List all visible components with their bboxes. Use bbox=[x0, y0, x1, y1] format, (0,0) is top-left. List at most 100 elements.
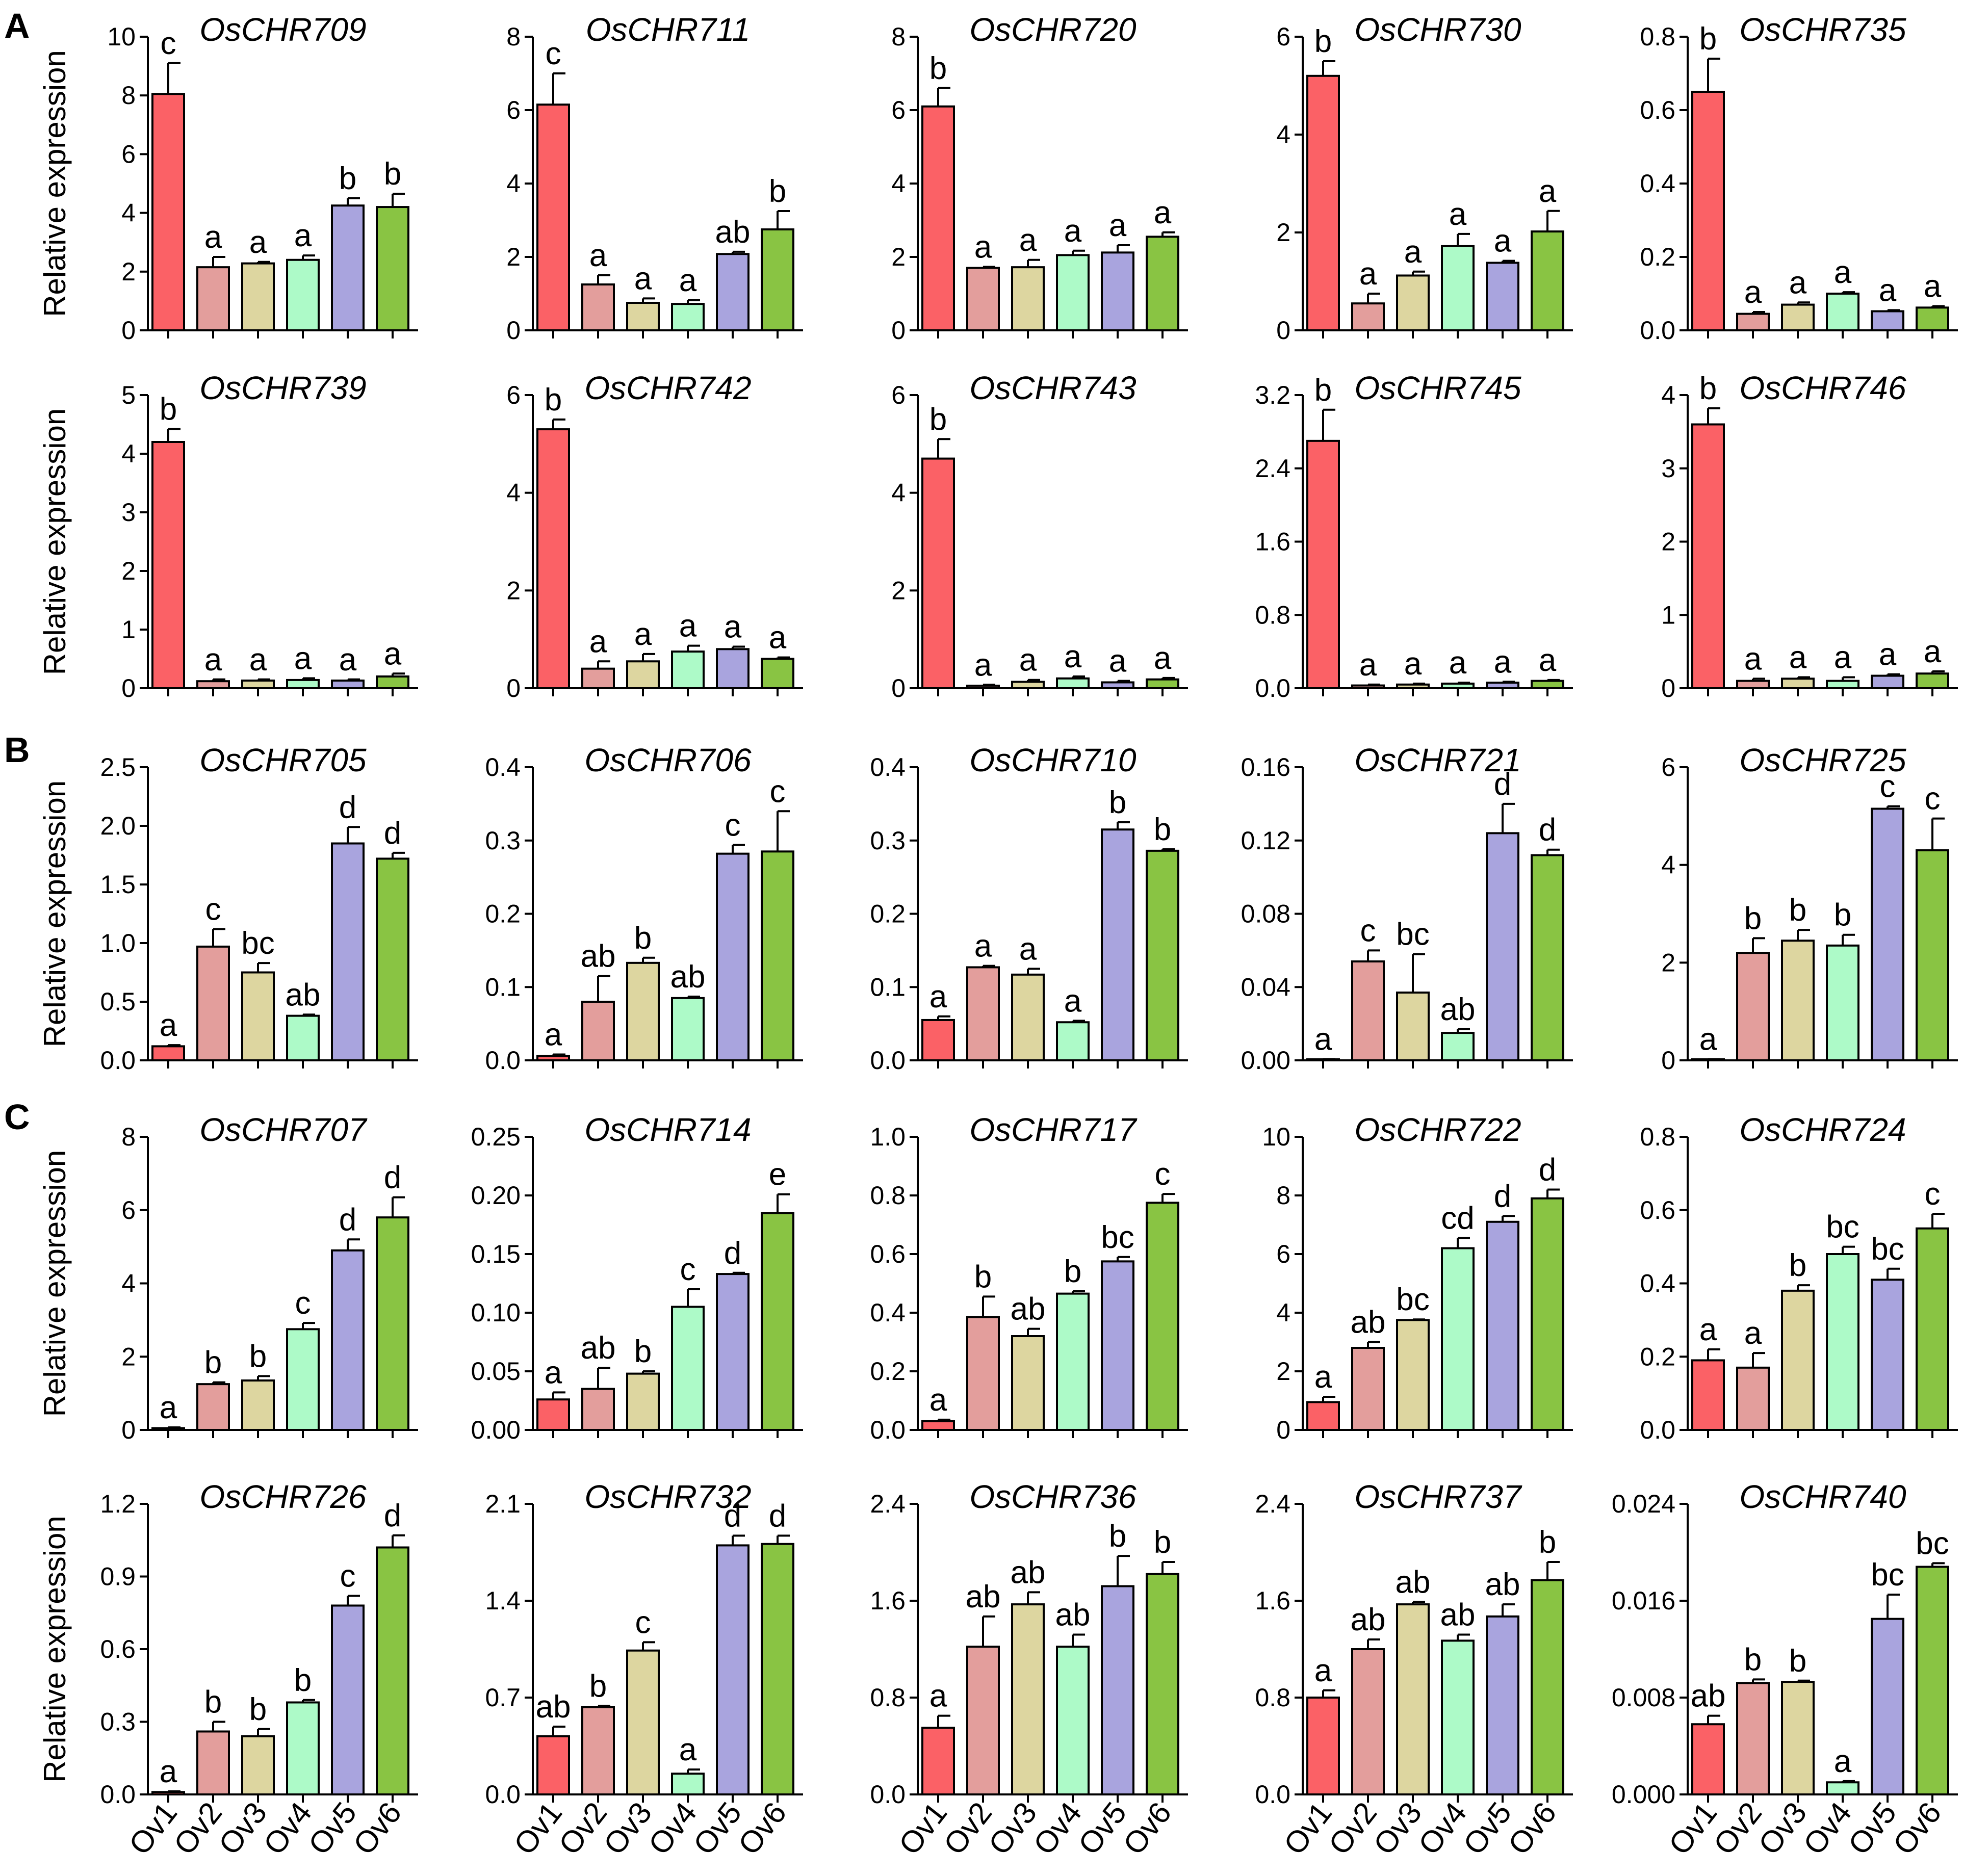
y-tick-label: 0.6 bbox=[1640, 1196, 1675, 1224]
y-tick-label: 0.6 bbox=[100, 1635, 136, 1663]
bar-ov3 bbox=[241, 971, 275, 1061]
bar-ov6 bbox=[1531, 1579, 1564, 1795]
bar-ov3 bbox=[1396, 992, 1430, 1061]
bar-ov1 bbox=[1691, 423, 1725, 689]
y-tick-label: 4 bbox=[1276, 120, 1290, 149]
x-tick-label: Ov4 bbox=[257, 1796, 319, 1861]
y-tick-label: 6 bbox=[1276, 1240, 1290, 1268]
x-tick-label: Ov3 bbox=[1367, 1796, 1429, 1861]
x-tick-label: Ov5 bbox=[1072, 1796, 1133, 1861]
bar-ov1 bbox=[536, 1735, 570, 1795]
chart-title: OsCHR706 bbox=[584, 742, 752, 778]
bar-ov3 bbox=[1011, 681, 1045, 689]
bar-ov4 bbox=[286, 258, 320, 332]
y-tick-label: 4 bbox=[1661, 381, 1675, 409]
y-tick-label: 0.3 bbox=[870, 826, 906, 855]
bar-ov1 bbox=[921, 1420, 955, 1431]
significance-letter: ab bbox=[536, 1689, 571, 1725]
y-tick-label: 0 bbox=[1661, 674, 1675, 702]
x-tick-label: Ov3 bbox=[982, 1796, 1044, 1861]
significance-letter: a bbox=[1109, 644, 1127, 679]
y-tick-label: 4 bbox=[1661, 851, 1675, 879]
significance-letter: b bbox=[1699, 371, 1717, 406]
bar-ov2 bbox=[1351, 960, 1385, 1061]
significance-letter: d bbox=[384, 1160, 401, 1195]
significance-letter: a bbox=[1494, 224, 1512, 259]
y-tick-label: 1.4 bbox=[485, 1586, 521, 1615]
y-tick-label: 2 bbox=[506, 243, 521, 271]
y-tick-label: 1 bbox=[1661, 601, 1675, 629]
y-tick-label: 0.000 bbox=[1612, 1780, 1675, 1809]
bar-ov4 bbox=[1441, 1247, 1475, 1431]
significance-letter: a bbox=[1879, 273, 1897, 308]
significance-letter: a bbox=[769, 620, 787, 656]
significance-letter: e bbox=[769, 1157, 786, 1192]
significance-letter: a bbox=[1064, 983, 1082, 1019]
significance-letter: b bbox=[1744, 1642, 1762, 1677]
significance-letter: a bbox=[724, 610, 742, 645]
bar-ov4 bbox=[671, 1773, 705, 1795]
bar-ov3 bbox=[1011, 1335, 1045, 1431]
significance-letter: b bbox=[249, 1692, 267, 1727]
significance-letter: c bbox=[635, 1605, 651, 1640]
bar-ov1 bbox=[921, 1727, 955, 1795]
y-tick-label: 4 bbox=[121, 439, 136, 468]
y-tick-label: 0.2 bbox=[1640, 243, 1675, 271]
significance-letter: d bbox=[769, 1498, 786, 1533]
significance-letter: d bbox=[339, 1202, 356, 1237]
y-tick-label: 4 bbox=[891, 169, 906, 198]
y-tick-label: 0.0 bbox=[100, 1046, 136, 1075]
bar-ov4 bbox=[1441, 245, 1475, 331]
chart-title: OsCHR714 bbox=[584, 1111, 751, 1148]
significance-letter: a bbox=[634, 617, 652, 652]
y-tick-label: 4 bbox=[891, 479, 906, 507]
chart-title: OsCHR735 bbox=[1739, 11, 1906, 48]
y-tick-label: 0.08 bbox=[1241, 900, 1290, 928]
bar-ov4 bbox=[286, 1014, 320, 1061]
significance-letter: b bbox=[1744, 901, 1762, 936]
y-axis-label: Relative expression bbox=[38, 408, 72, 675]
bar-ov5 bbox=[1486, 262, 1519, 332]
y-tick-label: 0.4 bbox=[485, 753, 521, 781]
significance-letter: b bbox=[384, 157, 401, 192]
bar-ov4 bbox=[1056, 677, 1090, 690]
bar-ov3 bbox=[1781, 678, 1815, 689]
bar-ov2 bbox=[1736, 1366, 1770, 1431]
y-tick-label: 8 bbox=[891, 22, 906, 51]
y-tick-label: 0 bbox=[1276, 1416, 1290, 1444]
significance-letter: ab bbox=[581, 939, 616, 974]
significance-letter: a bbox=[1359, 256, 1377, 292]
significance-letter: ab bbox=[1691, 1679, 1726, 1714]
y-tick-label: 4 bbox=[121, 1269, 136, 1298]
y-tick-label: 2 bbox=[1276, 218, 1290, 247]
y-tick-label: 0.12 bbox=[1241, 826, 1290, 855]
bar-ov3 bbox=[626, 1649, 660, 1796]
significance-letter: b bbox=[204, 1345, 222, 1380]
bar-ov5 bbox=[716, 1544, 750, 1795]
significance-letter: a bbox=[1019, 223, 1037, 258]
bar-ov5 bbox=[1101, 1585, 1134, 1795]
significance-letter: b bbox=[1789, 1644, 1806, 1679]
y-tick-label: 2.4 bbox=[1255, 1490, 1290, 1518]
y-tick-label: 5 bbox=[121, 381, 136, 409]
significance-letter: a bbox=[1449, 197, 1467, 232]
bar-ov6 bbox=[1531, 680, 1564, 689]
chart-title: OsCHR711 bbox=[586, 11, 750, 48]
y-tick-label: 0.0 bbox=[1255, 674, 1290, 702]
bar-ov4 bbox=[1826, 944, 1859, 1061]
bar-ov2 bbox=[1736, 952, 1770, 1061]
significance-letter: bc bbox=[1101, 1220, 1134, 1255]
significance-letter: a bbox=[1744, 1316, 1762, 1351]
bar-ov2 bbox=[1351, 1347, 1385, 1431]
y-tick-label: 0.15 bbox=[471, 1240, 521, 1268]
bar-ov5 bbox=[1101, 1260, 1134, 1431]
significance-letter: d bbox=[724, 1236, 741, 1271]
significance-letter: b bbox=[769, 174, 786, 209]
y-tick-label: 0 bbox=[891, 316, 906, 345]
